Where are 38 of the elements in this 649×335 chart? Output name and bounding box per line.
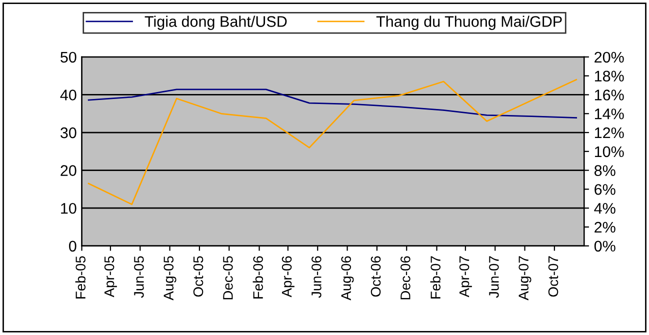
y-tick-label: 50 [60,52,76,63]
x-tick-label: Jun-06 [312,256,322,298]
y-tick-label: 0 [69,240,76,252]
x-tick-label: Aug-06 [341,256,354,300]
x-tick-label: Apr-06 [282,256,294,298]
x-tick-label: Oct-05 [193,256,204,297]
y2-tick-label: 4% [594,203,616,214]
x-tick-label: Feb-05 [75,256,86,298]
y2-tick-label: 6% [594,184,616,195]
legend-label: Tigia dong Baht/USD [144,16,287,30]
x-tick-label: Oct-07 [548,256,558,297]
x-tick-label: Aug-05 [164,256,176,300]
x-tick-label: Apr-05 [104,256,117,298]
x-tick-label: Oct-06 [370,256,381,297]
y2-tick-label: 2% [594,222,616,233]
x-tick-label: Apr-07 [459,256,472,298]
x-tick-label: Jun-05 [134,256,144,298]
x-tick-label: Feb-06 [252,256,263,298]
y-tick-label: 40 [60,90,76,100]
x-tick-label: Aug-07 [518,256,532,300]
line-series [88,78,578,206]
y2-tick-label: 20% [594,52,624,63]
x-tick-label: Feb-07 [430,256,440,298]
x-tick-label: Dec-05 [223,256,233,300]
line-series [88,88,578,118]
legend-label: Thang du Thuong Mai/GDP [376,16,562,30]
y2-tick-label: 16% [594,90,624,100]
y2-tick-label: 10% [594,146,624,158]
y2-tick-label: 0% [594,240,616,252]
y-tick-label: 10 [61,202,76,214]
y2-tick-label: 14% [594,108,624,120]
x-tick-label: Dec-06 [400,256,410,300]
x-tick-label: Jun-07 [489,256,499,298]
y-tick-label: 20 [60,165,76,176]
y-tick-label: 30 [60,127,76,138]
y2-tick-label: 8% [594,165,616,176]
y2-tick-label: 18% [594,70,624,82]
y2-tick-label: 12% [594,127,624,138]
